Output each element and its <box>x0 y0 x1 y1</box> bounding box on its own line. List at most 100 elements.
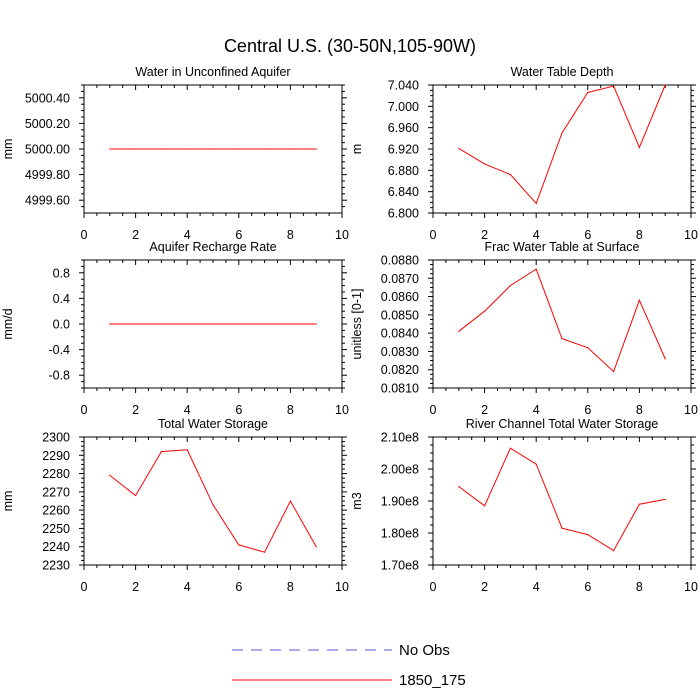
data-point <box>509 285 511 287</box>
x-tick-label: 8 <box>636 403 643 417</box>
data-point <box>561 132 563 134</box>
y-axis-label: mm <box>1 491 15 512</box>
chart-panel-4: Frac Water Table at Surface unitless [0-1… <box>350 240 698 417</box>
data-point <box>212 504 214 506</box>
data-point <box>664 358 666 360</box>
y-axis-label: m <box>350 144 364 154</box>
data-point <box>315 148 317 150</box>
panel-title: Frac Water Table at Surface <box>485 240 640 254</box>
x-tick-label: 10 <box>335 580 349 594</box>
y-tick-label: 0.0870 <box>381 272 419 286</box>
data-point <box>212 148 214 150</box>
x-tick-label: 4 <box>184 228 191 242</box>
data-point <box>135 323 137 325</box>
x-tick-label: 8 <box>287 403 294 417</box>
panel-title: Total Water Storage <box>158 417 268 431</box>
panels-group: Water in Unconfined Aquifer mm 0 2 4 6 8 10 4999… <box>1 65 698 594</box>
data-point <box>458 330 460 332</box>
y-tick-label: 1.80e8 <box>381 527 419 541</box>
y-tick-label: 5000.00 <box>25 143 70 157</box>
data-point <box>212 323 214 325</box>
data-point <box>238 544 240 546</box>
chart-panel-6: River Channel Total Water Storage m3 0 2 4 6 8… <box>350 417 698 594</box>
y-tick-label: 5000.40 <box>25 91 70 105</box>
plot-frame <box>432 436 692 566</box>
y-tick-label: 6.960 <box>388 121 419 135</box>
x-tick-label: 6 <box>235 228 242 242</box>
x-tick-label: 0 <box>430 403 437 417</box>
y-tick-label: 0.0880 <box>381 254 419 268</box>
data-point <box>509 174 511 176</box>
series-line <box>458 268 666 373</box>
x-tick-label: 4 <box>533 403 540 417</box>
data-point <box>509 447 511 449</box>
x-tick-label: 2 <box>132 580 139 594</box>
x-tick-label: 6 <box>235 580 242 594</box>
data-point <box>638 503 641 505</box>
data-point <box>484 310 486 312</box>
y-tick-label: 1.90e8 <box>381 495 419 509</box>
x-tick-label: 2 <box>481 580 488 594</box>
data-point <box>264 148 266 150</box>
x-tick-label: 2 <box>481 228 488 242</box>
x-tick-label: 8 <box>636 580 643 594</box>
y-tick-label: 0.0840 <box>381 327 419 341</box>
data-point <box>587 91 589 94</box>
x-tick-label: 6 <box>584 228 591 242</box>
data-point <box>638 146 641 148</box>
y-tick-label: 0.0 <box>53 318 70 332</box>
y-tick-label: 4999.60 <box>25 194 70 208</box>
legend: No Obs 1850_175 <box>232 642 466 689</box>
data-point <box>135 494 137 497</box>
y-tick-label: 2240 <box>42 540 70 554</box>
chart-panel-3: Aquifer Recharge Rate mm/d 0 2 4 6 8 10 -0.8 -0.4… <box>1 240 349 417</box>
data-point <box>561 527 563 529</box>
x-tick-label: 8 <box>287 580 294 594</box>
data-point <box>186 449 188 451</box>
y-tick-label: -0.8 <box>48 369 70 383</box>
data-point <box>186 323 188 325</box>
y-tick-label: 0.0860 <box>381 290 419 304</box>
x-tick-label: 8 <box>636 228 643 242</box>
x-tick-label: 2 <box>132 228 139 242</box>
data-point <box>613 370 615 373</box>
figure-title: Central U.S. (30-50N,105-90W) <box>224 36 476 56</box>
y-tick-label: 0.8 <box>53 266 70 280</box>
x-tick-label: 0 <box>81 228 88 242</box>
data-point <box>587 534 589 536</box>
data-point <box>535 268 537 270</box>
x-tick-label: 8 <box>287 228 294 242</box>
y-tick-label: 6.920 <box>388 143 419 157</box>
chart-panel-2: Water Table Depth m 0 2 4 6 8 10 6.800 6.840 6.880… <box>350 65 698 242</box>
y-tick-label: 2.00e8 <box>381 463 419 477</box>
y-tick-label: 5000.20 <box>25 117 70 131</box>
data-point <box>484 163 486 165</box>
y-tick-label: 0.0830 <box>381 345 419 359</box>
x-tick-label: 6 <box>584 403 591 417</box>
data-point <box>613 550 615 552</box>
data-point <box>160 323 162 325</box>
y-tick-label: 0.0850 <box>381 308 419 322</box>
data-point <box>664 84 666 86</box>
x-tick-label: 6 <box>584 580 591 594</box>
y-axis-label: m3 <box>350 492 364 509</box>
y-tick-label: 7.000 <box>388 100 419 114</box>
x-tick-label: 4 <box>533 228 540 242</box>
x-tick-label: 0 <box>81 403 88 417</box>
chart-panel-1: Water in Unconfined Aquifer mm 0 2 4 6 8 10 4999… <box>1 65 349 242</box>
plot-frame <box>432 259 692 389</box>
y-axis-label: unitless [0-1] <box>350 289 364 360</box>
y-tick-label: 0.0820 <box>381 363 419 377</box>
x-tick-label: 10 <box>684 228 698 242</box>
series-line <box>109 449 317 553</box>
data-point <box>109 323 111 325</box>
x-tick-label: 4 <box>184 580 191 594</box>
legend-label-1850-175: 1850_175 <box>399 672 466 689</box>
y-tick-label: 6.800 <box>388 207 419 221</box>
y-tick-label: 2300 <box>42 431 70 445</box>
data-point <box>289 323 291 325</box>
data-point <box>109 474 111 476</box>
data-point <box>264 551 266 553</box>
y-tick-label: 2270 <box>42 485 70 499</box>
